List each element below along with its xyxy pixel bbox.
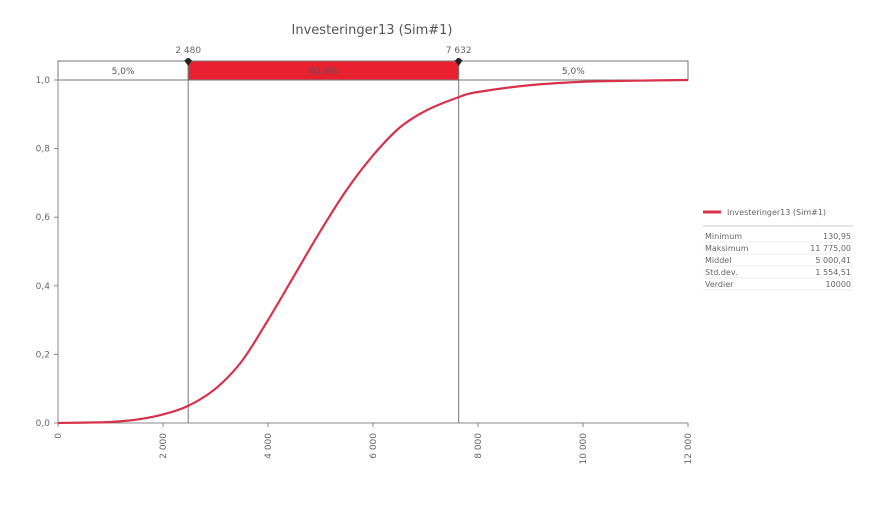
percentile-bands: 5,0% 90,0% 5,0% — [57, 60, 689, 81]
y-tick-label-4: 0,8 — [36, 145, 51, 155]
legend-stat-label-1: Maksimum — [705, 244, 749, 253]
y-tick-label-3: 0,6 — [36, 213, 51, 223]
marker-label-1: 7 632 — [446, 46, 472, 56]
series-layer — [57, 78, 689, 425]
legend-stat-value-1: 11 775,00 — [810, 244, 851, 253]
y-tick-label-5: 1,0 — [36, 76, 51, 86]
legend-entry: Investeringer13 (Sim#1) — [727, 208, 826, 217]
x-tick-label-3: 6 000 — [369, 433, 379, 459]
marker-dot-0 — [185, 58, 192, 64]
x-tick-label-4: 8 000 — [474, 433, 484, 459]
legend-stat-label-3: Std.dev. — [705, 268, 738, 277]
legend-stat-value-4: 10000 — [826, 280, 851, 289]
band-label-1: 90,0% — [309, 67, 338, 77]
legend-stat-label-4: Verdier — [705, 280, 734, 289]
band-label-0: 5,0% — [112, 67, 135, 77]
y-tick-label-0: 0,0 — [36, 419, 51, 429]
legend-stat-label-2: Middel — [705, 256, 731, 265]
x-tick-label-5: 10 000 — [579, 433, 589, 465]
x-tick-label-0: 0 — [54, 433, 64, 439]
x-tick-label-2: 4 000 — [264, 433, 274, 459]
axes: 0,0 0,2 0,4 0,6 0,8 1,0 0 2 000 4 000 6 000 8 000 1… — [36, 76, 694, 465]
band-label-2: 5,0% — [562, 67, 585, 77]
y-tick-label-1: 0,2 — [36, 350, 50, 360]
legend-stat-value-0: 130,95 — [823, 232, 851, 241]
marker-label-0: 2 480 — [175, 46, 201, 56]
legend-stat-label-0: Minimum — [705, 232, 742, 241]
chart-title: Investeringer13 (Sim#1) — [292, 23, 453, 38]
x-tick-label-1: 2 000 — [159, 433, 169, 459]
y-tick-label-2: 0,4 — [36, 282, 51, 292]
series-line-0 — [57, 78, 689, 425]
legend: Investeringer13 (Sim#1) Minimum 130,95 Maks… — [703, 208, 853, 291]
percentile-markers: 2 480 7 632 — [175, 46, 472, 423]
legend-stat-value-2: 5 000,41 — [815, 256, 851, 265]
marker-dot-1 — [455, 58, 462, 64]
legend-stat-value-3: 1 554,51 — [815, 268, 851, 277]
x-tick-label-6: 12 000 — [684, 433, 694, 465]
